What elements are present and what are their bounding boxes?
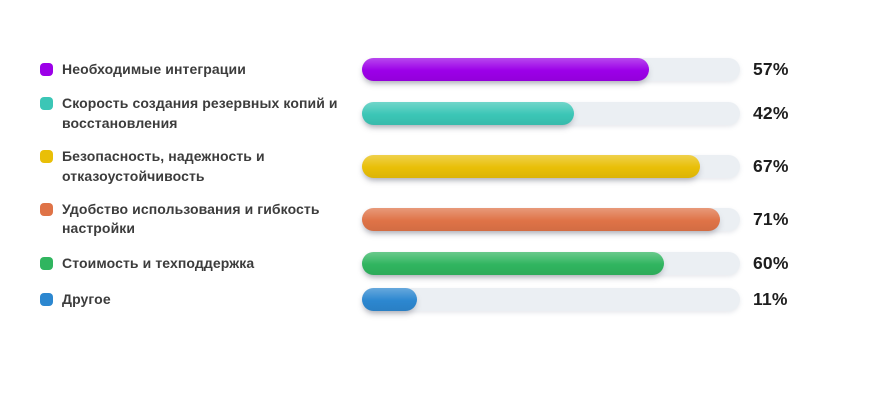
legend-item: Стоимость и техподдержка: [40, 254, 362, 274]
bar-track: [362, 252, 740, 276]
chart-rows: Необходимые интеграции 57% Скорость созд…: [40, 58, 830, 312]
legend-item: Другое: [40, 290, 362, 310]
value-label: 42%: [753, 103, 789, 124]
legend-item: Скорость создания резервных копий и восс…: [40, 94, 362, 134]
legend-swatch-icon: [40, 149, 53, 163]
bar-track: [362, 102, 740, 126]
chart-row: Скорость создания резервных копий и восс…: [40, 94, 830, 134]
legend-swatch-icon: [40, 62, 53, 76]
value-label: 71%: [753, 208, 789, 229]
bar-track: [362, 288, 740, 312]
category-label: Другое: [62, 290, 111, 307]
legend-item: Безопасность, надежность и отказоустойчи…: [40, 147, 362, 187]
bar-fill: [362, 102, 574, 126]
legend-swatch-icon: [40, 97, 53, 110]
legend-swatch-icon: [40, 256, 53, 270]
chart-row: Безопасность, надежность и отказоустойчи…: [40, 147, 830, 187]
bar-track: [362, 155, 740, 179]
category-label: Безопасность, надежность и отказоустойчи…: [62, 147, 265, 184]
category-label: Удобство использования и гибкость настро…: [62, 200, 320, 237]
legend-swatch-icon: [40, 202, 53, 216]
category-label: Стоимость и техподдержка: [62, 254, 255, 271]
bar-track: [362, 58, 740, 81]
legend-swatch-icon: [40, 292, 53, 306]
bar-fill: [362, 207, 720, 231]
value-label: 57%: [753, 59, 789, 79]
legend-item: Удобство использования и гибкость настро…: [40, 200, 362, 240]
value-label: 67%: [753, 156, 789, 177]
chart-row: Другое 11%: [40, 288, 830, 312]
legend-item: Необходимые интеграции: [40, 60, 362, 80]
chart-row: Необходимые интеграции 57%: [40, 58, 830, 81]
bar-fill: [362, 58, 650, 81]
bar-fill: [362, 288, 418, 312]
bar-track: [362, 207, 740, 231]
value-label: 60%: [753, 253, 789, 274]
value-label: 11%: [753, 289, 788, 310]
bar-fill: [362, 252, 665, 276]
category-label: Необходимые интеграции: [62, 60, 246, 77]
category-label: Скорость создания резервных копий и восс…: [62, 95, 338, 131]
chart-row: Удобство использования и гибкость настро…: [40, 200, 830, 240]
bar-fill: [362, 155, 700, 179]
chart-row: Стоимость и техподдержка 60%: [40, 252, 830, 276]
